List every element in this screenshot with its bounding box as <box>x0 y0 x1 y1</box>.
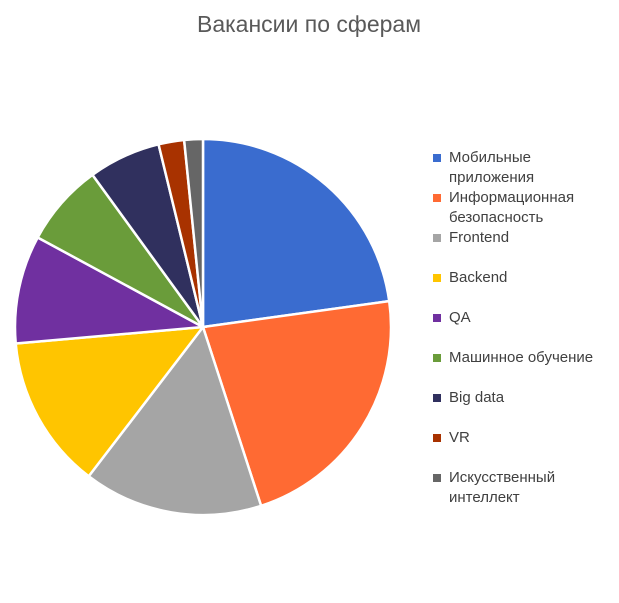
pie-slice <box>14 325 206 479</box>
legend-item: Frontend <box>433 228 615 248</box>
pie-slice <box>201 137 391 329</box>
legend-label: QA <box>449 309 471 326</box>
pie-slice <box>86 324 263 517</box>
chart-title: Вакансии по сферам <box>197 11 421 37</box>
legend-item: QA <box>433 308 615 328</box>
legend-item: Информационная безопасность <box>433 188 615 228</box>
legend-swatch <box>433 154 441 162</box>
legend-swatch <box>433 274 441 282</box>
legend-label: Backend <box>449 269 508 286</box>
pie-slice <box>201 299 393 508</box>
legend-item: Big data <box>433 388 615 408</box>
pie-slice <box>182 137 205 328</box>
legend-item: Машинное обучение <box>433 348 615 368</box>
pie-slice <box>13 235 208 345</box>
legend-swatch <box>433 394 441 402</box>
legend-swatch <box>433 234 441 242</box>
legend-label: VR <box>449 429 470 446</box>
legend-label: Искусственный интеллект <box>449 469 556 506</box>
legend-swatch <box>433 354 441 362</box>
legend-item: Мобильные приложения <box>433 148 615 188</box>
legend-label: Информационная безопасность <box>449 189 575 226</box>
legend-swatch <box>433 194 441 202</box>
legend-item: Искусственный интеллект <box>433 468 615 508</box>
legend-item: Backend <box>433 268 615 288</box>
legend-swatch <box>433 314 441 322</box>
legend-label: Мобильные приложения <box>449 149 535 186</box>
legend-label: Big data <box>449 389 505 406</box>
legend-label: Машинное обучение <box>449 349 594 366</box>
legend-label: Frontend <box>449 229 510 246</box>
legend-swatch <box>433 434 441 442</box>
legend-swatch <box>433 474 441 482</box>
legend-item: VR <box>433 428 615 448</box>
